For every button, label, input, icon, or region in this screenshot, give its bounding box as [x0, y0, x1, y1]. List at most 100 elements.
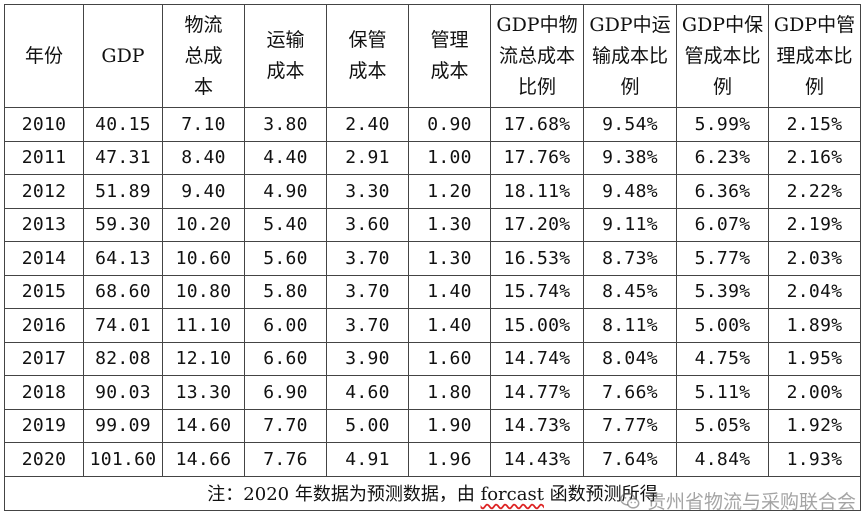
- wechat-icon: [620, 492, 640, 509]
- cell-transport-ratio: 8.73%: [583, 241, 677, 276]
- cell-total-cost: 7.10: [162, 107, 245, 142]
- header-transport-cost: 运输成本: [244, 4, 327, 108]
- cell-total-ratio: 17.76%: [490, 140, 584, 175]
- cell-transport-cost: 6.00: [244, 308, 327, 343]
- cell-year: 2016: [4, 308, 84, 343]
- cell-storage-cost: 2.91: [326, 140, 409, 175]
- cell-transport-cost: 6.60: [244, 341, 327, 376]
- cell-total-cost: 10.80: [162, 274, 245, 309]
- header-total-ratio: GDP中物流总成本比例: [490, 4, 584, 108]
- cell-total-cost: 9.40: [162, 174, 245, 209]
- watermark: 贵州省物流与采购联合会: [619, 487, 856, 514]
- cell-management-cost: 1.20: [408, 174, 491, 209]
- table-row: 2019 99.09 14.60 7.70 5.00 1.90 14.73% 7.77% 5.0…: [4, 408, 861, 443]
- cell-transport-cost: 5.60: [244, 241, 327, 276]
- cell-storage-cost: 3.70: [326, 274, 409, 309]
- cell-total-cost: 13.30: [162, 375, 245, 410]
- table-row: 2013 59.30 10.20 5.40 3.60 1.30 17.20% 9.11% 6.0…: [4, 207, 861, 242]
- cell-year: 2020: [4, 442, 84, 477]
- cell-storage-ratio: 4.75%: [676, 341, 769, 376]
- cell-management-ratio: 2.22%: [768, 174, 861, 209]
- header-management-ratio: GDP中管理成本比例: [768, 4, 861, 108]
- cell-total-ratio: 17.68%: [490, 107, 584, 142]
- cell-transport-ratio: 9.54%: [583, 107, 677, 142]
- cell-storage-ratio: 5.77%: [676, 241, 769, 276]
- cell-management-cost: 1.40: [408, 308, 491, 343]
- table-row: 2020 101.60 14.66 7.76 4.91 1.96 14.43% 7.64% 4.…: [4, 442, 861, 477]
- table-row: 2018 90.03 13.30 6.90 4.60 1.80 14.77% 7.66% 5.1…: [4, 375, 861, 410]
- cell-total-ratio: 16.53%: [490, 241, 584, 276]
- cell-total-cost: 8.40: [162, 140, 245, 175]
- cell-storage-cost: 4.60: [326, 375, 409, 410]
- cell-total-ratio: 14.77%: [490, 375, 584, 410]
- cell-management-cost: 1.40: [408, 274, 491, 309]
- cell-storage-cost: 5.00: [326, 408, 409, 443]
- cell-storage-cost: 3.70: [326, 241, 409, 276]
- cell-transport-cost: 5.40: [244, 207, 327, 242]
- cell-management-ratio: 2.16%: [768, 140, 861, 175]
- cell-total-cost: 12.10: [162, 341, 245, 376]
- cell-management-ratio: 2.00%: [768, 375, 861, 410]
- cell-storage-ratio: 6.07%: [676, 207, 769, 242]
- header-transport-ratio: GDP中运输成本比例: [583, 4, 677, 108]
- cell-transport-ratio: 7.66%: [583, 375, 677, 410]
- cell-transport-ratio: 8.11%: [583, 308, 677, 343]
- cell-total-ratio: 14.43%: [490, 442, 584, 477]
- cell-total-cost: 10.20: [162, 207, 245, 242]
- cell-year: 2013: [4, 207, 84, 242]
- cell-management-cost: 1.30: [408, 241, 491, 276]
- cell-transport-cost: 7.76: [244, 442, 327, 477]
- cell-transport-cost: 3.80: [244, 107, 327, 142]
- table-row: 2014 64.13 10.60 5.60 3.70 1.30 16.53% 8.73% 5.7…: [4, 241, 861, 276]
- cell-total-ratio: 15.74%: [490, 274, 584, 309]
- cell-storage-ratio: 5.11%: [676, 375, 769, 410]
- cell-transport-ratio: 9.48%: [583, 174, 677, 209]
- cell-storage-ratio: 5.00%: [676, 308, 769, 343]
- cell-management-ratio: 2.15%: [768, 107, 861, 142]
- header-storage-ratio: GDP中保管成本比例: [676, 4, 769, 108]
- note-function: forcast: [480, 484, 544, 505]
- cell-year: 2017: [4, 341, 84, 376]
- cell-year: 2018: [4, 375, 84, 410]
- cell-management-ratio: 2.03%: [768, 241, 861, 276]
- cell-storage-cost: 3.70: [326, 308, 409, 343]
- cell-management-cost: 0.90: [408, 107, 491, 142]
- watermark-text: 贵州省物流与采购联合会: [646, 491, 856, 513]
- cell-storage-ratio: 4.84%: [676, 442, 769, 477]
- cell-management-cost: 1.80: [408, 375, 491, 410]
- cell-transport-ratio: 8.45%: [583, 274, 677, 309]
- header-row: 年份 GDP 物流总成本 运输成本 保管成本 管理成本 GDP中物流总成本比例 …: [4, 4, 861, 108]
- cell-gdp: 82.08: [83, 341, 163, 376]
- cell-storage-cost: 2.40: [326, 107, 409, 142]
- cell-management-ratio: 1.95%: [768, 341, 861, 376]
- cell-gdp: 90.03: [83, 375, 163, 410]
- cell-gdp: 40.15: [83, 107, 163, 142]
- header-storage-cost: 保管成本: [326, 4, 409, 108]
- header-year: 年份: [4, 4, 84, 108]
- cell-management-cost: 1.90: [408, 408, 491, 443]
- cell-transport-ratio: 7.64%: [583, 442, 677, 477]
- cell-total-ratio: 17.20%: [490, 207, 584, 242]
- cell-transport-ratio: 7.77%: [583, 408, 677, 443]
- cell-transport-cost: 4.90: [244, 174, 327, 209]
- cell-storage-ratio: 6.23%: [676, 140, 769, 175]
- cell-gdp: 59.30: [83, 207, 163, 242]
- cell-storage-ratio: 6.36%: [676, 174, 769, 209]
- cell-total-ratio: 18.11%: [490, 174, 584, 209]
- cell-transport-cost: 4.40: [244, 140, 327, 175]
- cell-management-ratio: 1.93%: [768, 442, 861, 477]
- cell-gdp: 74.01: [83, 308, 163, 343]
- cell-management-ratio: 2.04%: [768, 274, 861, 309]
- cell-gdp: 68.60: [83, 274, 163, 309]
- table-row: 2012 51.89 9.40 4.90 3.30 1.20 18.11% 9.48% 6.36…: [4, 174, 861, 209]
- cell-management-ratio: 1.92%: [768, 408, 861, 443]
- cell-year: 2012: [4, 174, 84, 209]
- cell-storage-ratio: 5.99%: [676, 107, 769, 142]
- cell-transport-ratio: 9.11%: [583, 207, 677, 242]
- cell-management-ratio: 1.89%: [768, 308, 861, 343]
- cell-transport-cost: 7.70: [244, 408, 327, 443]
- cell-transport-cost: 5.80: [244, 274, 327, 309]
- cell-management-cost: 1.96: [408, 442, 491, 477]
- cell-transport-ratio: 9.38%: [583, 140, 677, 175]
- data-table: 年份 GDP 物流总成本 运输成本 保管成本 管理成本 GDP中物流总成本比例 …: [4, 4, 861, 511]
